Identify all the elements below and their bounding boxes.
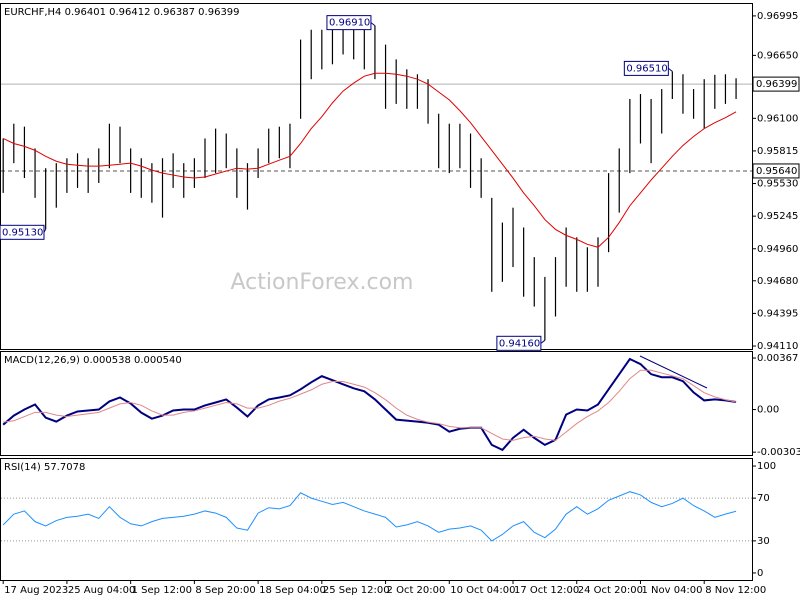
- price-panel-frame: [0, 3, 753, 350]
- y-tick-label: 0.96100: [757, 113, 798, 124]
- x-tick-label: 25 Aug 04:00: [68, 585, 135, 596]
- x-tick-label: 8 Sep 20:00: [195, 585, 255, 596]
- series-line: [2, 491, 737, 542]
- y-tick-label: 0.95530: [757, 179, 798, 190]
- x-tick-label: 1 Nov 04:00: [641, 585, 702, 596]
- annotation-label: 0.96910: [329, 18, 370, 29]
- y-tick-label: 100: [757, 461, 776, 472]
- axis-price-box: [752, 76, 800, 92]
- moving-average-line: [2, 72, 737, 248]
- annotation-box: [496, 335, 542, 351]
- y-tick-label: 0.94110: [757, 341, 798, 352]
- macd-panel-frame: [0, 351, 753, 456]
- rsi-panel-frame: [0, 458, 753, 581]
- y-tick-label: 30: [757, 536, 770, 547]
- annotation-label: 0.95130: [2, 227, 43, 238]
- panel-title: MACD(12,26,9) 0.000538 0.000540: [4, 355, 182, 366]
- y-tick-label: 70: [757, 493, 770, 504]
- axis-price-box: [752, 163, 800, 179]
- series-line: [2, 357, 737, 452]
- y-tick-label: 0.94395: [757, 308, 798, 319]
- x-tick-label: 2 Oct 20:00: [387, 585, 446, 596]
- y-tick-label: 0.00367: [757, 353, 798, 364]
- x-tick-label: 8 Nov 12:00: [705, 585, 766, 596]
- annotation-box: [0, 224, 45, 240]
- y-tick-label: 0: [757, 568, 763, 579]
- y-tick-label: 0.95815: [757, 146, 798, 157]
- y-tick-label: 0.00: [757, 405, 779, 416]
- annotation-leader: [370, 22, 376, 27]
- annotation-leader: [668, 67, 673, 72]
- series-line: [3, 369, 737, 441]
- axis-price-label: 0.95640: [756, 166, 797, 177]
- y-tick-label: 0.95245: [757, 211, 798, 222]
- panel-title: RSI(14) 57.7078: [4, 462, 85, 473]
- axis-price-label: 0.96399: [756, 79, 797, 90]
- y-tick-label: 0.96995: [757, 11, 798, 22]
- x-tick-label: 1 Sep 12:00: [132, 585, 192, 596]
- annotation-label: 0.94160: [499, 338, 540, 349]
- annotation-label: 0.96510: [626, 63, 667, 74]
- annotation-box: [623, 60, 669, 76]
- y-tick-label: 0.96650: [757, 50, 798, 61]
- annotation-box: [326, 15, 372, 31]
- y-tick-label: -0.003038: [757, 447, 800, 458]
- x-tick-label: 18 Sep 04:00: [259, 585, 326, 596]
- y-tick-label: 0.94680: [757, 276, 798, 287]
- annotation-leader: [540, 339, 546, 344]
- panel-title: EURCHF,H4 0.96401 0.96412 0.96387 0.9639…: [4, 7, 240, 18]
- y-tick-label: 0.94960: [757, 244, 798, 255]
- x-tick-label: 24 Oct 20:00: [578, 585, 643, 596]
- x-tick-label: 10 Oct 04:00: [450, 585, 515, 596]
- x-tick-label: 25 Sep 12:00: [323, 585, 390, 596]
- macd-trendline: [639, 355, 708, 389]
- x-tick-label: 17 Oct 12:00: [514, 585, 579, 596]
- watermark: ActionForex.com: [231, 270, 414, 295]
- x-tick-label: 17 Aug 2023: [4, 585, 68, 596]
